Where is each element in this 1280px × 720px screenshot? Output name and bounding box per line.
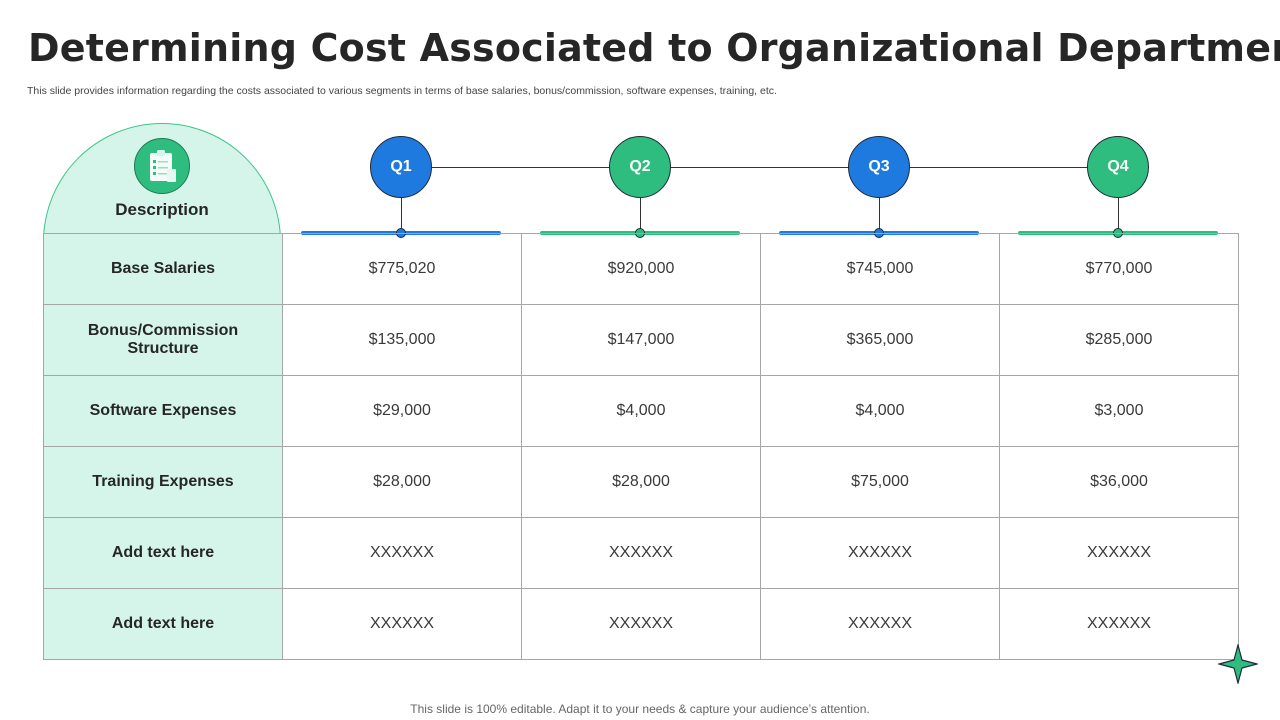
clipboard-checklist-icon bbox=[134, 138, 190, 194]
cost-cell: $135,000 bbox=[282, 304, 522, 376]
cost-cell: $28,000 bbox=[521, 446, 761, 518]
cost-cell: XXXXXX bbox=[999, 517, 1239, 589]
table-row: Base Salaries $775,020 $920,000 $745,000 $77… bbox=[43, 233, 1239, 305]
cost-table: Base Salaries $775,020 $920,000 $745,000 $77… bbox=[43, 233, 1239, 660]
table-row: Bonus/Commission Structure $135,000 $147,0… bbox=[43, 304, 1239, 376]
cost-cell: $770,000 bbox=[999, 233, 1239, 305]
quarter-connector-2 bbox=[640, 198, 641, 233]
quarter-badge-3: Q3 bbox=[848, 136, 910, 198]
cost-cell: $3,000 bbox=[999, 375, 1239, 447]
cost-cell: $775,020 bbox=[282, 233, 522, 305]
row-label: Base Salaries bbox=[43, 233, 283, 305]
row-label: Bonus/Commission Structure bbox=[43, 304, 283, 376]
cost-cell: $29,000 bbox=[282, 375, 522, 447]
cost-cell: XXXXXX bbox=[760, 588, 1000, 660]
cost-cell: $4,000 bbox=[760, 375, 1000, 447]
cost-cell: $28,000 bbox=[282, 446, 522, 518]
quarter-badge-1: Q1 bbox=[370, 136, 432, 198]
cost-cell: XXXXXX bbox=[999, 588, 1239, 660]
table-row: Software Expenses $29,000 $4,000 $4,000 $3,0… bbox=[43, 375, 1239, 447]
quarter-connector-1 bbox=[401, 198, 402, 233]
footer-note: This slide is 100% editable. Adapt it to… bbox=[410, 702, 870, 716]
cost-cell: XXXXXX bbox=[760, 517, 1000, 589]
cost-cell: XXXXXX bbox=[282, 588, 522, 660]
row-label: Training Expenses bbox=[43, 446, 283, 518]
quarter-connector-4 bbox=[1118, 198, 1119, 233]
cost-cell: $4,000 bbox=[521, 375, 761, 447]
cost-cell: $147,000 bbox=[521, 304, 761, 376]
page-title: Determining Cost Associated to Organizat… bbox=[28, 26, 1280, 70]
table-row: Add text here XXXXXX XXXXXX XXXXXX XXXXXX bbox=[43, 588, 1239, 660]
row-label: Add text here bbox=[43, 588, 283, 660]
quarter-connector-3 bbox=[879, 198, 880, 233]
description-header-label: Description bbox=[115, 200, 209, 219]
cost-cell: XXXXXX bbox=[521, 588, 761, 660]
cost-cell: $285,000 bbox=[999, 304, 1239, 376]
table-row: Training Expenses $28,000 $28,000 $75,000 $3… bbox=[43, 446, 1239, 518]
page-subtitle: This slide provides information regardin… bbox=[27, 85, 777, 97]
cost-cell: $365,000 bbox=[760, 304, 1000, 376]
row-label: Software Expenses bbox=[43, 375, 283, 447]
quarter-badge-2: Q2 bbox=[609, 136, 671, 198]
quarter-badge-4: Q4 bbox=[1087, 136, 1149, 198]
cost-cell: $75,000 bbox=[760, 446, 1000, 518]
table-row: Add text here XXXXXX XXXXXX XXXXXX XXXXXX bbox=[43, 517, 1239, 589]
row-label: Add text here bbox=[43, 517, 283, 589]
cost-cell: $920,000 bbox=[521, 233, 761, 305]
quarter-timeline-line bbox=[401, 167, 1118, 168]
sparkle-star-icon bbox=[1216, 642, 1260, 689]
cost-cell: $36,000 bbox=[999, 446, 1239, 518]
cost-cell: $745,000 bbox=[760, 233, 1000, 305]
cost-cell: XXXXXX bbox=[521, 517, 761, 589]
cost-cell: XXXXXX bbox=[282, 517, 522, 589]
